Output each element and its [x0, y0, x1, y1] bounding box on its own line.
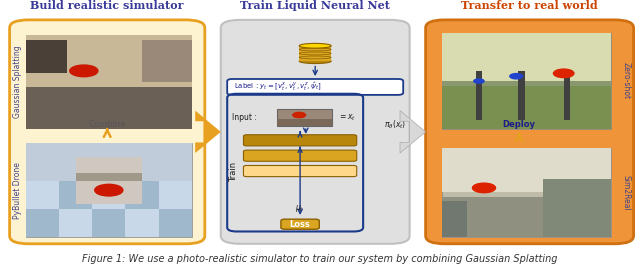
Bar: [26, 87, 192, 129]
Polygon shape: [195, 111, 221, 153]
Bar: [92, 181, 125, 209]
Polygon shape: [400, 111, 426, 153]
Circle shape: [472, 183, 495, 193]
Text: Combine: Combine: [88, 120, 126, 129]
Circle shape: [554, 69, 574, 78]
FancyBboxPatch shape: [426, 20, 634, 244]
Bar: [59, 209, 92, 237]
Bar: [518, 71, 525, 120]
Bar: [26, 143, 192, 237]
Circle shape: [510, 74, 523, 79]
Text: Loss: Loss: [290, 220, 310, 229]
Bar: [26, 181, 59, 209]
Text: Label : $y_t = [v_t^x, v_t^y, v_t^z, \hat{\psi}_t]$: Label : $y_t = [v_t^x, v_t^y, v_t^z, \ha…: [234, 81, 321, 94]
Bar: [564, 71, 570, 120]
Circle shape: [474, 79, 484, 83]
Bar: [59, 181, 92, 209]
FancyBboxPatch shape: [243, 150, 356, 161]
Bar: [76, 173, 142, 181]
Circle shape: [293, 112, 306, 118]
Bar: [26, 143, 192, 181]
Text: PyBullet Drone: PyBullet Drone: [13, 162, 22, 219]
Bar: [442, 86, 611, 129]
Bar: [76, 157, 142, 204]
Bar: [26, 35, 192, 129]
Bar: [26, 209, 59, 237]
Bar: [26, 40, 67, 73]
FancyBboxPatch shape: [243, 165, 356, 176]
Text: Train Liquid Neural Net: Train Liquid Neural Net: [240, 0, 390, 11]
Text: Train: Train: [229, 162, 238, 182]
Bar: [442, 33, 611, 129]
Bar: [92, 209, 125, 237]
Bar: [442, 201, 467, 237]
Text: Build realistic simulator: Build realistic simulator: [31, 0, 184, 11]
Bar: [442, 148, 611, 192]
Bar: [142, 40, 192, 82]
Text: Figure 1: We use a photo-realistic simulator to train our system by combining Ga: Figure 1: We use a photo-realistic simul…: [83, 254, 557, 264]
Text: $\pi_\theta(x_t)$: $\pi_\theta(x_t)$: [384, 119, 406, 131]
FancyBboxPatch shape: [243, 135, 356, 146]
Bar: [125, 181, 159, 209]
Bar: [278, 119, 332, 126]
FancyBboxPatch shape: [221, 20, 410, 244]
Text: $= x_t$: $= x_t$: [339, 112, 356, 123]
Bar: [442, 33, 611, 81]
Text: Zero-shot: Zero-shot: [621, 63, 630, 100]
Text: Gaussian Splatting: Gaussian Splatting: [13, 46, 22, 118]
Bar: [299, 46, 332, 61]
Ellipse shape: [299, 43, 332, 48]
Bar: [26, 35, 192, 87]
Bar: [543, 179, 611, 237]
Bar: [125, 209, 159, 237]
Ellipse shape: [299, 59, 332, 64]
Text: Deploy: Deploy: [502, 120, 536, 129]
Bar: [159, 209, 192, 237]
Circle shape: [70, 65, 98, 77]
Bar: [476, 71, 483, 120]
Bar: [442, 197, 611, 237]
Bar: [159, 181, 192, 209]
FancyBboxPatch shape: [281, 219, 319, 229]
FancyBboxPatch shape: [227, 79, 403, 95]
Text: Input :: Input :: [232, 113, 257, 122]
Text: Sim2Real: Sim2Real: [621, 175, 630, 210]
Bar: [442, 148, 611, 237]
Bar: [278, 109, 332, 126]
Text: $\mu_t$: $\mu_t$: [296, 203, 305, 214]
Text: Transfer to real world: Transfer to real world: [461, 0, 598, 11]
Circle shape: [95, 184, 123, 196]
FancyBboxPatch shape: [10, 20, 205, 244]
